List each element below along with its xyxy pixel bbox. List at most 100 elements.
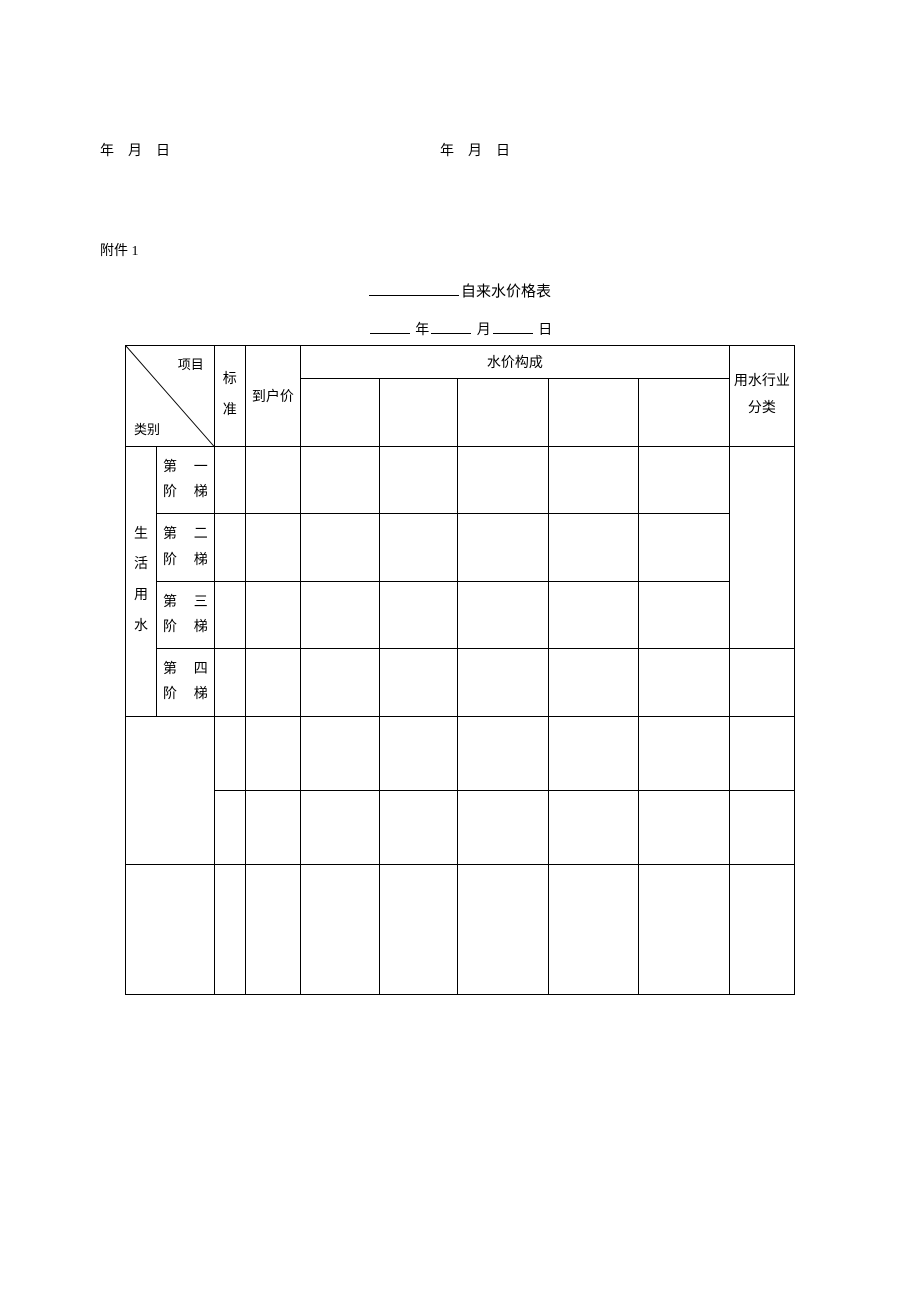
tier4-standard xyxy=(214,649,245,716)
e1-arrival xyxy=(245,716,300,790)
tier3-c3 xyxy=(458,581,548,648)
comp-sub-2 xyxy=(379,379,458,447)
header-composition: 水价构成 xyxy=(301,346,730,379)
tier3-c5 xyxy=(639,581,729,648)
e2-c3 xyxy=(458,790,548,864)
tier4-industry xyxy=(729,649,794,716)
tier4-row: 第 四阶梯 xyxy=(126,649,795,716)
e1-c5 xyxy=(639,716,729,790)
header-project: 项目 xyxy=(178,354,204,373)
tier2-c2 xyxy=(379,514,458,581)
e1-c3 xyxy=(458,716,548,790)
e3-c1 xyxy=(301,864,380,994)
date-blank-day xyxy=(493,333,533,334)
e1-standard xyxy=(214,716,245,790)
tier1-c4 xyxy=(548,447,638,514)
right-month: 月 xyxy=(468,140,482,160)
diagonal-header: 项目 类别 xyxy=(126,346,215,447)
e1-c2 xyxy=(379,716,458,790)
e2-industry xyxy=(729,790,794,864)
e2-arrival xyxy=(245,790,300,864)
living-water-cell: 生活用水 xyxy=(126,447,157,717)
tier1-3-industry xyxy=(729,447,794,649)
title-suffix: 自来水价格表 xyxy=(461,284,551,300)
tier2-arrival xyxy=(245,514,300,581)
tier4-c1 xyxy=(301,649,380,716)
e3-c5 xyxy=(639,864,729,994)
table-date-day: 日 xyxy=(538,323,552,338)
e2-standard xyxy=(214,790,245,864)
header-industry: 用水行业分类 xyxy=(729,346,794,447)
right-year: 年 xyxy=(440,140,454,160)
e1-cat xyxy=(126,716,215,864)
tier3-arrival xyxy=(245,581,300,648)
tier1-label: 第 一阶梯 xyxy=(157,447,215,514)
e3-c2 xyxy=(379,864,458,994)
empty-row-3 xyxy=(126,864,795,994)
e2-c1 xyxy=(301,790,380,864)
tier3-c2 xyxy=(379,581,458,648)
tier2-standard xyxy=(214,514,245,581)
tier3-c4 xyxy=(548,581,638,648)
table-date-line: 年 月 日 xyxy=(40,319,880,339)
header-standard: 标准 xyxy=(214,346,245,447)
tier1-c3 xyxy=(458,447,548,514)
tier2-c5 xyxy=(639,514,729,581)
tier2-c1 xyxy=(301,514,380,581)
e1-industry xyxy=(729,716,794,790)
tier4-c3 xyxy=(458,649,548,716)
tier4-arrival xyxy=(245,649,300,716)
right-day: 日 xyxy=(496,140,510,160)
e1-c4 xyxy=(548,716,638,790)
tier2-label: 第 二阶梯 xyxy=(157,514,215,581)
tier1-c5 xyxy=(639,447,729,514)
tier4-c2 xyxy=(379,649,458,716)
document-title: 自来水价格表 xyxy=(40,280,880,301)
tier4-c5 xyxy=(639,649,729,716)
e3-standard xyxy=(214,864,245,994)
header-category: 类别 xyxy=(134,419,160,438)
left-date: 年 月 日 xyxy=(100,140,440,160)
table-date-month: 月 xyxy=(477,323,491,338)
e3-cat xyxy=(126,864,215,994)
tier2-row: 第 二阶梯 xyxy=(126,514,795,581)
left-month: 月 xyxy=(128,140,142,160)
tier4-label: 第 四阶梯 xyxy=(157,649,215,716)
date-blank-month xyxy=(431,333,471,334)
date-blank-year xyxy=(370,333,410,334)
e1-c1 xyxy=(301,716,380,790)
e3-c4 xyxy=(548,864,638,994)
tier4-c4 xyxy=(548,649,638,716)
tier2-c3 xyxy=(458,514,548,581)
right-date: 年 月 日 xyxy=(440,140,510,160)
e2-c4 xyxy=(548,790,638,864)
tier3-label: 第 三阶梯 xyxy=(157,581,215,648)
tier1-c1 xyxy=(301,447,380,514)
title-blank xyxy=(369,295,459,296)
comp-sub-1 xyxy=(301,379,380,447)
tier1-row: 生活用水 第 一阶梯 xyxy=(126,447,795,514)
table-date-year: 年 xyxy=(415,323,429,338)
attachment-label: 附件 1 xyxy=(40,240,880,260)
empty-row-1 xyxy=(126,716,795,790)
e3-industry xyxy=(729,864,794,994)
e2-c5 xyxy=(639,790,729,864)
tier1-c2 xyxy=(379,447,458,514)
top-date-row: 年 月 日 年 月 日 xyxy=(40,140,880,160)
empty-row-2 xyxy=(126,790,795,864)
header-arrival-price: 到户价 xyxy=(245,346,300,447)
header-row-1: 项目 类别 标准 到户价 水价构成 用水行业分类 xyxy=(126,346,795,379)
tier3-c1 xyxy=(301,581,380,648)
tier3-row: 第 三阶梯 xyxy=(126,581,795,648)
tier2-c4 xyxy=(548,514,638,581)
left-day: 日 xyxy=(156,140,170,160)
comp-sub-5 xyxy=(639,379,729,447)
e3-c3 xyxy=(458,864,548,994)
comp-sub-4 xyxy=(548,379,638,447)
tier1-arrival xyxy=(245,447,300,514)
tier1-standard xyxy=(214,447,245,514)
comp-sub-3 xyxy=(458,379,548,447)
left-year: 年 xyxy=(100,140,114,160)
tier3-standard xyxy=(214,581,245,648)
e3-arrival xyxy=(245,864,300,994)
